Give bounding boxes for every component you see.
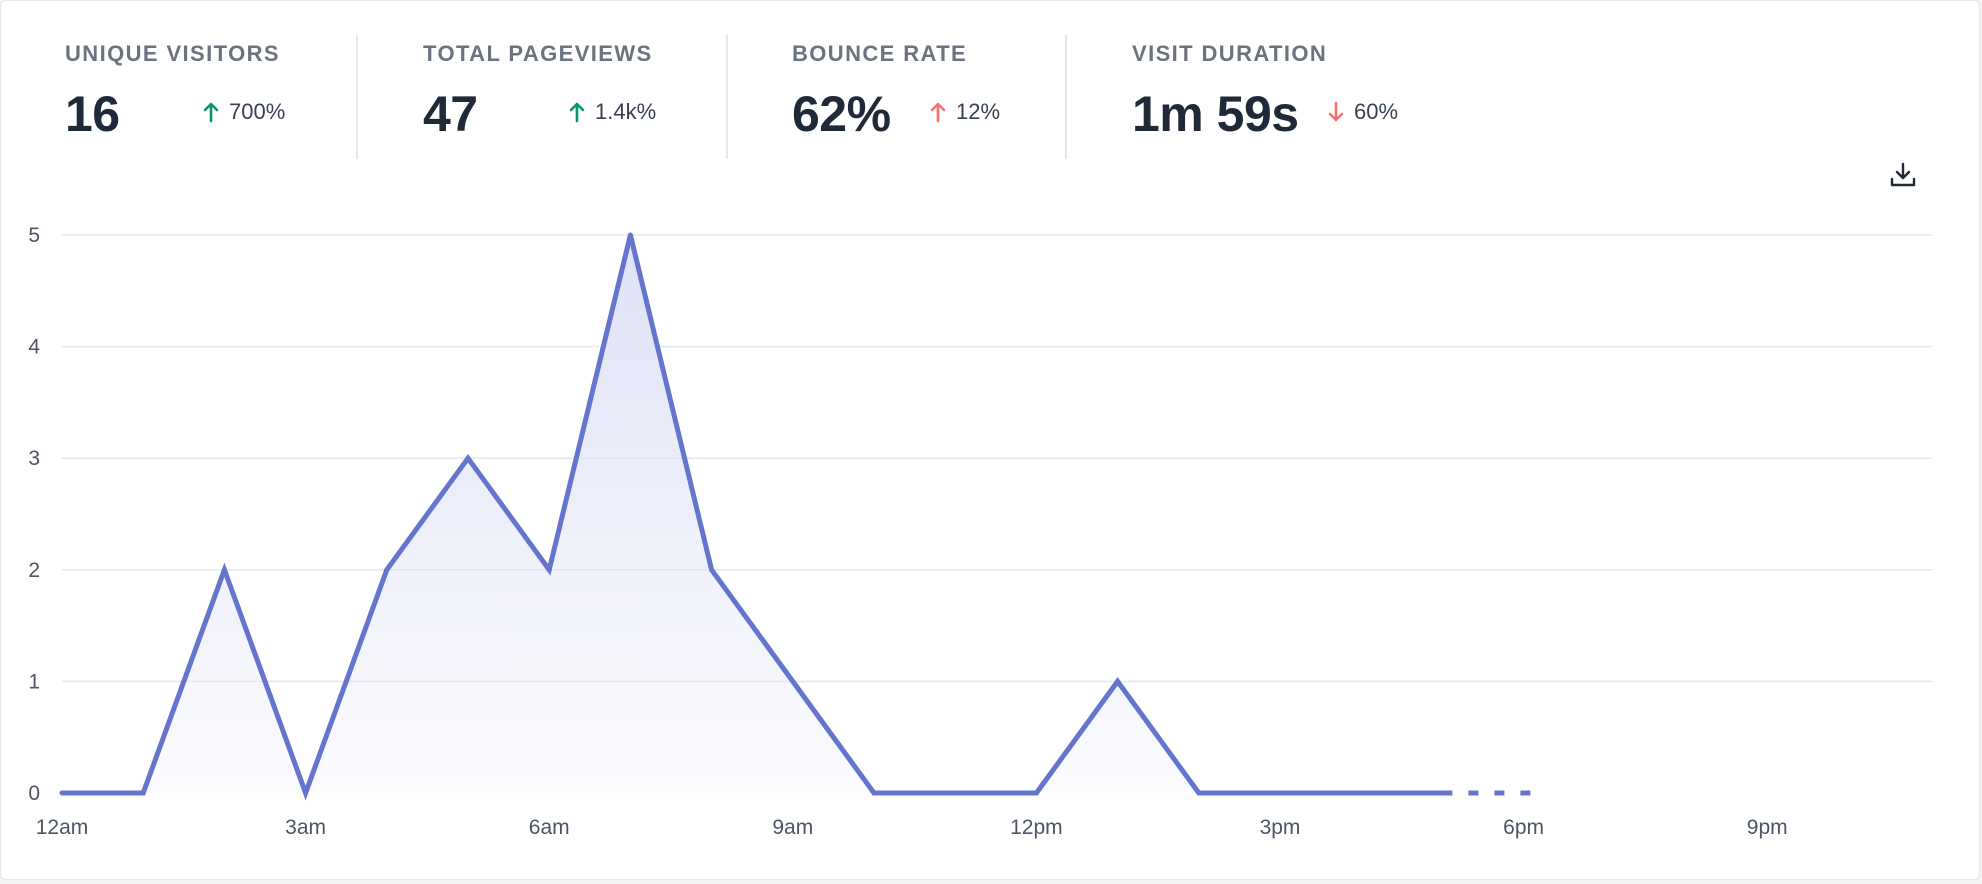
stat-divider <box>356 35 358 159</box>
stat-change: 60% <box>1328 99 1398 125</box>
stat-change-value: 12% <box>956 99 1001 124</box>
stat-visit-duration[interactable]: VISIT DURATION 1m 59s 60% <box>1132 35 1452 159</box>
stat-change: 12% <box>930 99 1000 125</box>
stats-row: UNIQUE VISITORS 16 700% TOTAL PAGEVIEWS … <box>1 1 1501 161</box>
stat-label: VISIT DURATION <box>1132 41 1328 66</box>
stat-change-value: 1.4k% <box>595 99 657 124</box>
arrow-down-icon <box>1328 101 1344 122</box>
stat-value: 1m 59s <box>1132 86 1299 142</box>
stat-change-value: 60% <box>1354 99 1399 124</box>
stat-label: TOTAL PAGEVIEWS <box>423 41 653 66</box>
stat-value: 47 <box>423 86 478 142</box>
stat-change: 1.4k% <box>569 99 656 125</box>
download-icon <box>1890 162 1916 187</box>
arrow-up-icon <box>203 102 219 123</box>
stat-change: 700% <box>203 99 285 125</box>
stat-value: 16 <box>65 86 120 142</box>
stat-label: BOUNCE RATE <box>792 41 968 66</box>
download-button[interactable] <box>1885 157 1921 193</box>
stat-bounce-rate[interactable]: BOUNCE RATE 62% 12% <box>792 35 1072 159</box>
stat-value: 62% <box>792 86 891 142</box>
stat-divider <box>1065 35 1067 159</box>
stat-change-value: 700% <box>229 99 286 124</box>
arrow-up-icon <box>569 102 585 123</box>
arrow-up-icon <box>930 102 946 123</box>
stat-unique-visitors[interactable]: UNIQUE VISITORS 16 700% <box>65 35 355 159</box>
stat-total-pageviews[interactable]: TOTAL PAGEVIEWS 47 1.4k% <box>423 35 723 159</box>
stat-label: UNIQUE VISITORS <box>65 41 280 66</box>
stat-divider <box>726 35 728 159</box>
